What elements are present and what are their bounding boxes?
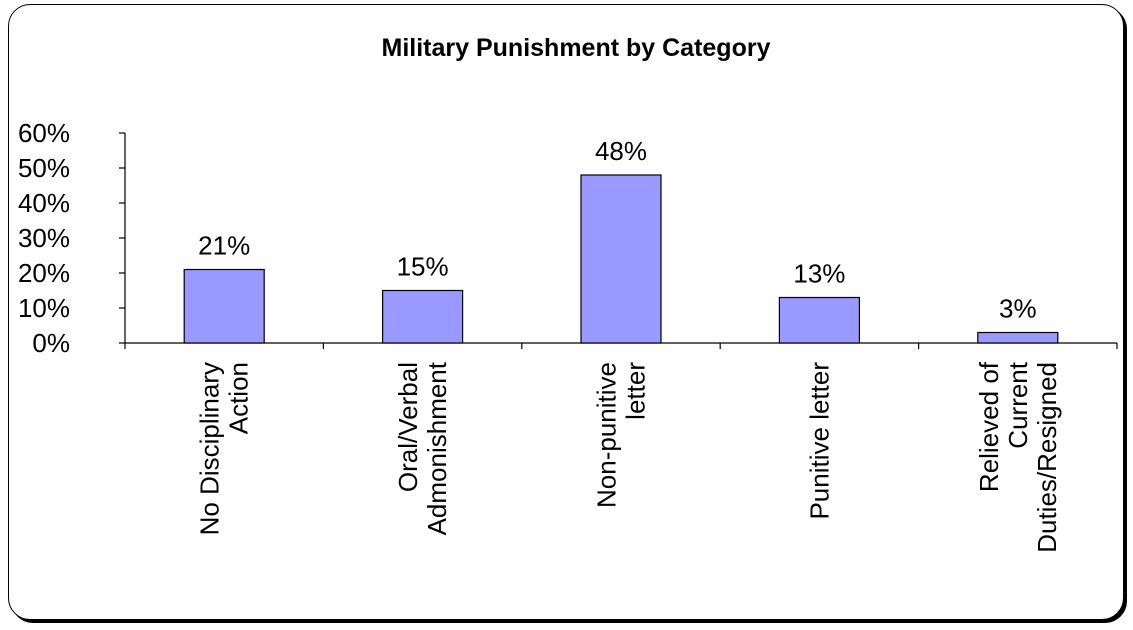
y-tick-label: 50% xyxy=(18,153,70,183)
x-tick-label-line: Punitive letter xyxy=(804,362,834,520)
x-tick-label-line: Admonishment xyxy=(422,361,452,535)
bar xyxy=(183,268,265,344)
y-tick-label: 40% xyxy=(18,188,70,218)
bars-group: 21% No Disciplinary Action 15% Oral/Verbal Ad… xyxy=(183,136,1062,553)
y-tick-label: 10% xyxy=(18,293,70,323)
x-tick-label: Oral/Verbal Admonishment xyxy=(393,361,452,535)
data-label: 13% xyxy=(793,259,845,289)
x-tick-label: Relieved of Current Duties/Resigned xyxy=(974,361,1062,553)
data-label: 48% xyxy=(595,136,647,166)
y-tick-label: 20% xyxy=(18,258,70,288)
x-tick-label-line: Action xyxy=(224,362,254,434)
x-tick-label-line: Duties/Resigned xyxy=(1032,362,1062,553)
y-tick-label: 30% xyxy=(18,223,70,253)
bar xyxy=(382,289,464,344)
bar xyxy=(580,174,662,344)
bar xyxy=(977,331,1059,344)
x-tick-label-line: Non-punitive xyxy=(592,362,622,508)
x-tick-label-line: Relieved of xyxy=(974,361,1004,492)
x-tick-label-line: Oral/Verbal xyxy=(393,362,423,492)
x-tick-label: Punitive letter xyxy=(804,362,834,520)
x-tick-label-line: letter xyxy=(621,362,651,420)
x-tick-label-line: No Disciplinary xyxy=(195,362,225,535)
y-tick-label: 0% xyxy=(32,328,70,358)
x-tick-label-line: Current xyxy=(1003,361,1033,448)
data-label: 21% xyxy=(198,231,250,261)
x-tick-label: Non-punitive letter xyxy=(592,362,651,508)
chart-title: Military Punishment by Category xyxy=(382,34,771,62)
data-label: 15% xyxy=(397,252,449,282)
y-tick-label: 60% xyxy=(18,118,70,148)
chart-axes: 0% 10% 20% 30% 40% 50% 60% xyxy=(18,118,1118,358)
data-label: 3% xyxy=(999,294,1037,324)
bar xyxy=(778,296,861,344)
x-tick-label: No Disciplinary Action xyxy=(195,362,254,535)
